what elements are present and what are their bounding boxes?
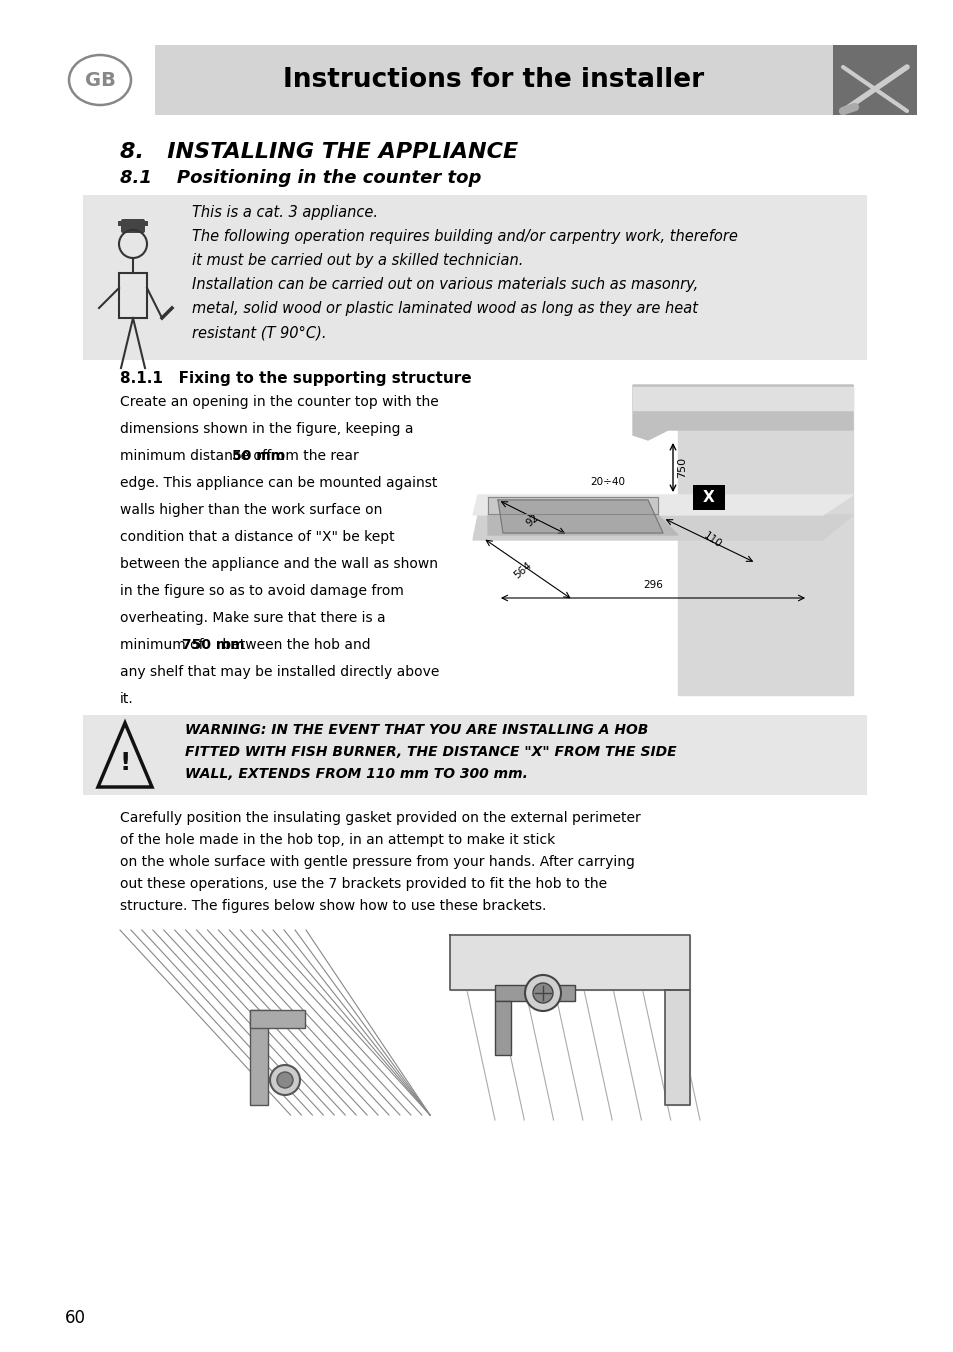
Text: overheating. Make sure that there is a: overheating. Make sure that there is a — [120, 611, 385, 625]
Text: 50 mm: 50 mm — [233, 449, 285, 462]
Text: 20÷40: 20÷40 — [590, 477, 625, 487]
Bar — [83, 715, 866, 795]
Text: GB: GB — [85, 70, 115, 89]
Text: 92: 92 — [524, 512, 540, 529]
Text: Carefully position the insulating gasket provided on the external perimeter: Carefully position the insulating gasket… — [120, 811, 640, 825]
Bar — [119, 273, 147, 318]
Text: on the whole surface with gentle pressure from your hands. After carrying: on the whole surface with gentle pressur… — [120, 854, 634, 869]
Polygon shape — [664, 990, 689, 1105]
Text: This is a cat. 3 appliance.: This is a cat. 3 appliance. — [192, 206, 377, 220]
Text: walls higher than the work surface on: walls higher than the work surface on — [120, 503, 382, 516]
Text: it must be carried out by a skilled technician.: it must be carried out by a skilled tech… — [192, 254, 523, 269]
Polygon shape — [497, 500, 662, 533]
Text: 8.1    Positioning in the counter top: 8.1 Positioning in the counter top — [120, 169, 481, 187]
Circle shape — [533, 983, 553, 1003]
Text: any shelf that may be installed directly above: any shelf that may be installed directly… — [120, 665, 439, 679]
Text: between the hob and: between the hob and — [217, 638, 370, 652]
Text: 8.1.1   Fixing to the supporting structure: 8.1.1 Fixing to the supporting structure — [120, 370, 471, 385]
Text: dimensions shown in the figure, keeping a: dimensions shown in the figure, keeping … — [120, 422, 413, 435]
FancyBboxPatch shape — [121, 219, 145, 233]
Text: Installation can be carried out on various materials such as masonry,: Installation can be carried out on vario… — [192, 277, 698, 292]
Text: of the hole made in the hob top, in an attempt to make it stick: of the hole made in the hob top, in an a… — [120, 833, 555, 846]
Polygon shape — [633, 387, 852, 410]
Polygon shape — [488, 498, 658, 514]
Bar — [83, 195, 866, 360]
Text: Create an opening in the counter top with the: Create an opening in the counter top wit… — [120, 395, 438, 410]
Text: edge. This appliance can be mounted against: edge. This appliance can be mounted agai… — [120, 476, 436, 489]
Circle shape — [270, 1065, 299, 1095]
Bar — [250, 1010, 268, 1105]
Text: !: ! — [119, 750, 131, 775]
Text: condition that a distance of "X" be kept: condition that a distance of "X" be kept — [120, 530, 395, 544]
Text: 750: 750 — [677, 457, 686, 477]
Text: 296: 296 — [642, 580, 662, 589]
Polygon shape — [473, 495, 852, 515]
Text: WALL, EXTENDS FROM 110 mm TO 300 mm.: WALL, EXTENDS FROM 110 mm TO 300 mm. — [185, 767, 527, 781]
Text: 110: 110 — [701, 530, 723, 550]
Text: metal, solid wood or plastic laminated wood as long as they are heat: metal, solid wood or plastic laminated w… — [192, 301, 698, 316]
Bar — [495, 986, 575, 1000]
Bar — [832, 45, 916, 115]
Polygon shape — [450, 936, 689, 990]
Text: between the appliance and the wall as shown: between the appliance and the wall as sh… — [120, 557, 437, 571]
Text: X: X — [702, 489, 714, 504]
Bar — [154, 45, 834, 115]
Bar — [118, 220, 148, 226]
Bar — [495, 1000, 511, 1055]
Circle shape — [276, 1072, 293, 1088]
Text: Instructions for the installer: Instructions for the installer — [283, 68, 704, 93]
Text: out these operations, use the 7 brackets provided to fit the hob to the: out these operations, use the 7 brackets… — [120, 877, 606, 891]
Text: WARNING: IN THE EVENT THAT YOU ARE INSTALLING A HOB: WARNING: IN THE EVENT THAT YOU ARE INSTA… — [185, 723, 648, 737]
Bar — [692, 485, 724, 510]
Polygon shape — [488, 515, 678, 535]
Polygon shape — [678, 385, 852, 695]
Text: it.: it. — [120, 692, 133, 706]
Text: in the figure so as to avoid damage from: in the figure so as to avoid damage from — [120, 584, 403, 598]
Text: from the rear: from the rear — [262, 449, 358, 462]
Text: The following operation requires building and/or carpentry work, therefore: The following operation requires buildin… — [192, 230, 737, 245]
Text: 8.   INSTALLING THE APPLIANCE: 8. INSTALLING THE APPLIANCE — [120, 142, 517, 162]
Text: minimum distance of: minimum distance of — [120, 449, 271, 462]
Text: minimum of: minimum of — [120, 638, 208, 652]
Text: structure. The figures below show how to use these brackets.: structure. The figures below show how to… — [120, 899, 546, 913]
Bar — [250, 1010, 305, 1028]
Polygon shape — [473, 515, 852, 539]
Text: 750 mm: 750 mm — [182, 638, 244, 652]
Text: 60: 60 — [65, 1309, 86, 1328]
Text: resistant (T 90°C).: resistant (T 90°C). — [192, 326, 326, 341]
Text: FITTED WITH FISH BURNER, THE DISTANCE "X" FROM THE SIDE: FITTED WITH FISH BURNER, THE DISTANCE "X… — [185, 745, 676, 758]
Polygon shape — [633, 385, 852, 439]
Circle shape — [524, 975, 560, 1011]
Text: 564: 564 — [512, 560, 534, 580]
